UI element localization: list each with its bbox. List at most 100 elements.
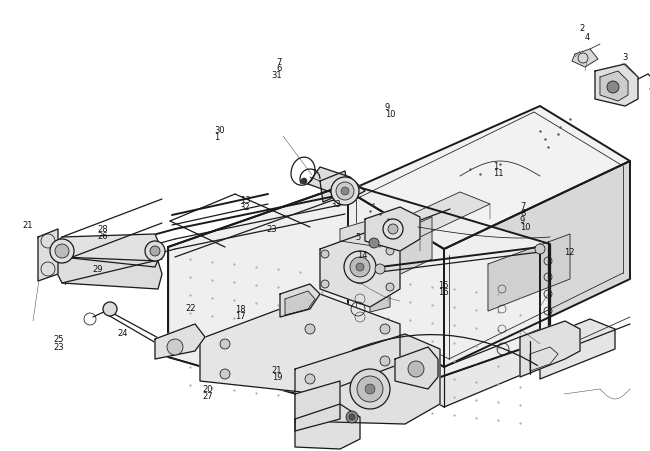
- Text: 10: 10: [520, 223, 530, 232]
- Circle shape: [220, 339, 230, 349]
- Text: 11: 11: [493, 169, 503, 178]
- Circle shape: [607, 82, 619, 94]
- Text: 14: 14: [358, 251, 368, 260]
- Circle shape: [356, 263, 364, 272]
- Text: 27: 27: [203, 391, 213, 400]
- Circle shape: [350, 258, 370, 277]
- Polygon shape: [348, 192, 444, 367]
- Polygon shape: [295, 404, 360, 449]
- Circle shape: [305, 324, 315, 334]
- Text: 12: 12: [564, 247, 575, 256]
- Circle shape: [353, 267, 359, 272]
- Circle shape: [321, 250, 329, 258]
- Text: 10: 10: [385, 110, 395, 119]
- Circle shape: [150, 246, 160, 257]
- Text: 7: 7: [520, 201, 525, 210]
- Circle shape: [344, 252, 376, 283]
- Circle shape: [220, 369, 230, 379]
- Text: 32: 32: [240, 203, 250, 212]
- Polygon shape: [168, 184, 550, 409]
- Circle shape: [346, 411, 358, 423]
- Polygon shape: [520, 321, 580, 377]
- Circle shape: [535, 244, 545, 254]
- Text: 28: 28: [98, 225, 108, 234]
- Text: 3: 3: [623, 53, 628, 62]
- Circle shape: [375, 264, 385, 274]
- Polygon shape: [348, 107, 630, 249]
- Circle shape: [331, 178, 359, 206]
- Text: 18: 18: [235, 304, 246, 313]
- Polygon shape: [295, 381, 340, 431]
- Polygon shape: [572, 50, 598, 68]
- Polygon shape: [600, 72, 628, 102]
- Text: 19: 19: [272, 373, 282, 382]
- Circle shape: [380, 356, 390, 366]
- Circle shape: [321, 281, 329, 288]
- Polygon shape: [55, 235, 162, 267]
- Text: 21: 21: [272, 365, 282, 374]
- Text: 22: 22: [186, 303, 196, 312]
- Circle shape: [341, 188, 349, 196]
- Polygon shape: [348, 309, 540, 407]
- Polygon shape: [285, 291, 315, 315]
- Text: 1: 1: [493, 161, 498, 170]
- Text: 29: 29: [92, 264, 103, 273]
- Polygon shape: [530, 347, 558, 371]
- Polygon shape: [540, 319, 615, 379]
- Polygon shape: [55, 258, 162, 290]
- Circle shape: [357, 376, 383, 402]
- Circle shape: [167, 339, 183, 355]
- Text: 31: 31: [272, 71, 282, 80]
- Polygon shape: [365, 207, 420, 252]
- Circle shape: [365, 384, 375, 394]
- Polygon shape: [365, 217, 432, 291]
- Circle shape: [103, 302, 117, 316]
- Text: 26: 26: [98, 232, 108, 241]
- Text: 6: 6: [277, 64, 282, 73]
- Circle shape: [305, 374, 315, 384]
- Text: 2: 2: [580, 23, 585, 32]
- Circle shape: [388, 225, 398, 235]
- Text: 25: 25: [53, 335, 64, 344]
- Polygon shape: [370, 290, 390, 312]
- Text: 15: 15: [438, 281, 448, 290]
- Polygon shape: [320, 172, 348, 202]
- Circle shape: [408, 361, 424, 377]
- Polygon shape: [444, 161, 630, 367]
- Text: 17: 17: [235, 311, 246, 320]
- Polygon shape: [395, 347, 438, 389]
- Text: 23: 23: [266, 225, 277, 234]
- Circle shape: [301, 179, 307, 184]
- Polygon shape: [295, 334, 440, 424]
- Circle shape: [383, 220, 403, 239]
- Circle shape: [349, 414, 355, 420]
- Polygon shape: [155, 324, 205, 359]
- Polygon shape: [390, 193, 490, 238]
- Text: 5: 5: [355, 233, 360, 242]
- Circle shape: [336, 183, 354, 201]
- Text: 8: 8: [520, 208, 525, 217]
- Text: 9: 9: [385, 103, 390, 112]
- Polygon shape: [280, 285, 320, 318]
- Text: 7: 7: [277, 58, 282, 67]
- Circle shape: [145, 241, 165, 262]
- Polygon shape: [308, 168, 365, 199]
- Text: 9: 9: [520, 216, 525, 225]
- Text: 13: 13: [240, 196, 250, 205]
- Polygon shape: [38, 230, 58, 281]
- FancyArrowPatch shape: [352, 335, 538, 366]
- Text: 1: 1: [214, 133, 220, 142]
- Text: 33: 33: [330, 199, 341, 208]
- Circle shape: [50, 239, 74, 263]
- Text: 23: 23: [53, 342, 64, 351]
- Circle shape: [386, 248, 394, 255]
- Circle shape: [369, 239, 379, 249]
- Circle shape: [55, 244, 69, 258]
- Text: 24: 24: [117, 328, 127, 337]
- Polygon shape: [595, 65, 638, 107]
- Text: 4: 4: [585, 32, 590, 41]
- Text: 16: 16: [438, 288, 448, 297]
- Text: 30: 30: [214, 125, 225, 134]
- Polygon shape: [200, 295, 400, 394]
- Circle shape: [380, 324, 390, 334]
